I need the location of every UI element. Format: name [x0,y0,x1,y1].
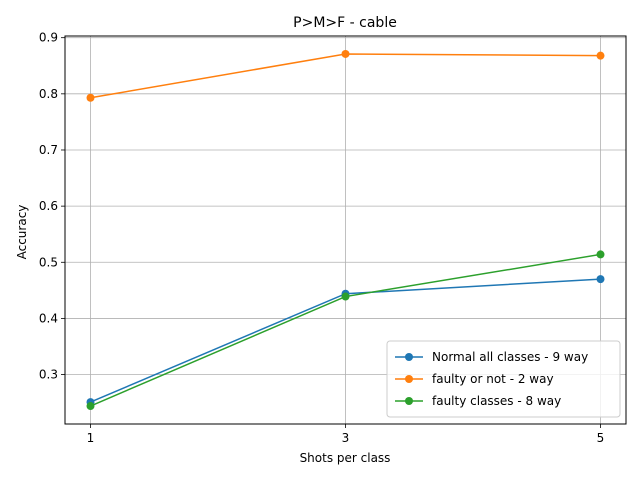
y-tick-label: 0.5 [39,255,58,269]
legend-label: faulty or not - 2 way [432,372,554,386]
data-point [86,402,95,411]
x-axis-label: Shots per class [300,451,391,465]
legend: Normal all classes - 9 way faulty or not … [386,340,621,418]
x-axis-ticks: 1 3 5 [87,424,605,445]
data-point [86,93,95,102]
x-tick-label: 3 [342,431,350,445]
y-tick-label: 0.7 [39,143,58,157]
y-tick-label: 0.9 [39,31,58,45]
data-point [341,49,350,58]
legend-label: Normal all classes - 9 way [432,350,588,364]
legend-marker [405,353,413,361]
y-tick-label: 0.3 [39,368,58,382]
grid [65,36,626,424]
x-tick-label: 1 [87,431,95,445]
legend-label: faulty classes - 8 way [432,394,561,408]
data-point [341,292,350,301]
chart-title: P>M>F - cable [293,15,397,31]
x-tick-label: 5 [597,431,605,445]
data-point [596,275,605,284]
legend-marker [405,397,413,405]
y-axis-label: Accuracy [15,205,29,260]
data-point [596,250,605,259]
y-axis-ticks: 0.3 0.4 0.5 0.6 0.7 0.8 0.9 [39,31,65,382]
legend-box [386,340,621,418]
legend-marker [405,375,413,383]
series-points [86,49,605,411]
y-tick-label: 0.6 [39,199,58,213]
data-point [596,51,605,60]
y-tick-label: 0.4 [39,311,58,325]
y-tick-label: 0.8 [39,87,58,101]
